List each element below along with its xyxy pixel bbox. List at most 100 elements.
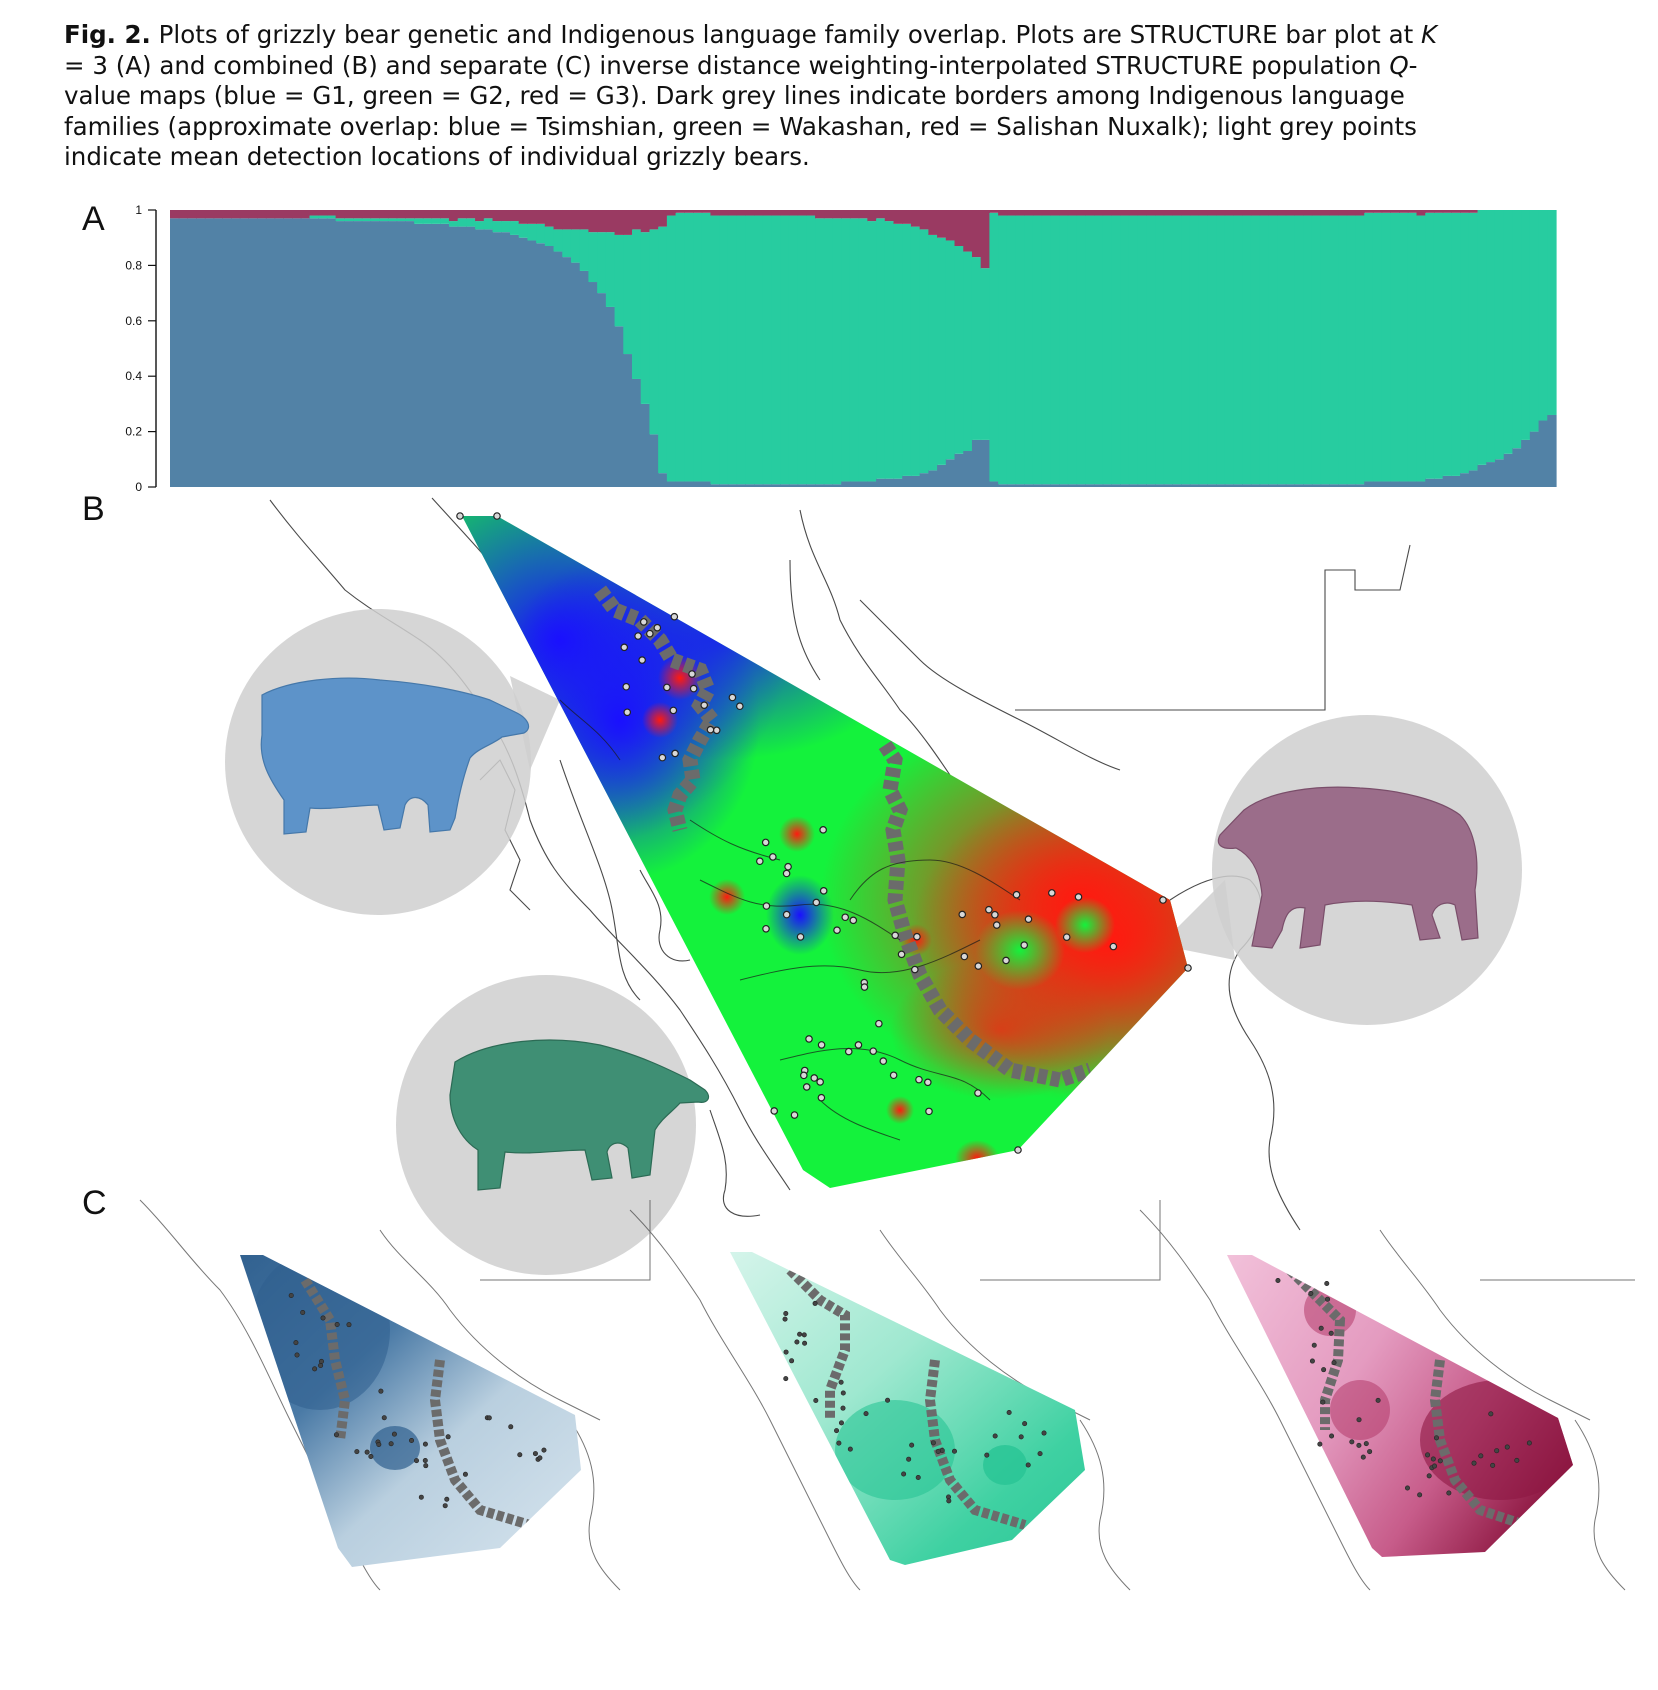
bar-segment-1 xyxy=(1198,484,1208,487)
bar-segment-2 xyxy=(1303,215,1313,485)
panel-a-label: A xyxy=(82,200,105,238)
bar-segment-1 xyxy=(475,229,485,487)
bar-segment-3 xyxy=(884,210,895,222)
bar-segment-3 xyxy=(492,210,502,222)
bar-segment-1 xyxy=(326,218,337,487)
bar-segment-3 xyxy=(1032,210,1043,216)
surface-green-pocket-2 xyxy=(1055,897,1115,953)
bar-segment-2 xyxy=(858,218,868,482)
bar-segment-3 xyxy=(1346,210,1357,216)
bar-segment-1 xyxy=(727,484,738,487)
bar-segment-1 xyxy=(745,484,755,487)
bar-segment-1 xyxy=(509,234,520,487)
bar-segment-1 xyxy=(884,478,895,487)
bar-segment-2 xyxy=(1285,215,1296,485)
bar-segment-1 xyxy=(1503,453,1514,487)
bar-segment-3 xyxy=(788,210,799,216)
bar-segment-3 xyxy=(213,210,223,219)
detection-point xyxy=(813,1397,819,1403)
bar-segment-3 xyxy=(693,210,703,213)
bar-segment-1 xyxy=(239,218,250,487)
bar-segment-1 xyxy=(265,218,276,487)
combined-map xyxy=(225,497,1522,1275)
bar-segment-1 xyxy=(431,223,441,487)
bar-segment-2 xyxy=(1355,215,1365,485)
detection-point xyxy=(669,706,678,715)
bar-segment-2 xyxy=(771,215,781,485)
detection-point xyxy=(368,1454,374,1460)
bar-segment-2 xyxy=(797,215,807,485)
bar-segment-3 xyxy=(1172,210,1182,216)
surface-red-spot-5 xyxy=(955,1140,999,1176)
detection-points xyxy=(456,512,1192,1154)
bar-segment-1 xyxy=(231,218,241,487)
bar-segment-1 xyxy=(1155,484,1165,487)
bar-segment-1 xyxy=(719,484,729,487)
map-g2-spot xyxy=(983,1445,1027,1485)
bar-segment-2 xyxy=(998,215,1008,485)
island-1 xyxy=(709,1109,761,1217)
detection-point xyxy=(1504,1444,1510,1450)
bar-segment-1 xyxy=(893,478,903,487)
bar-segment-3 xyxy=(1024,210,1034,216)
bar-segment-1 xyxy=(187,218,197,487)
bar-segment-1 xyxy=(1146,484,1156,487)
bar-segment-2 xyxy=(1442,212,1452,476)
bar-segment-3 xyxy=(710,210,720,216)
bar-segment-2 xyxy=(1451,212,1461,476)
detection-point xyxy=(688,670,696,678)
detection-point xyxy=(288,1292,294,1298)
bar-segment-2 xyxy=(1268,215,1278,485)
bar-segment-2 xyxy=(440,218,450,224)
bar-segment-1 xyxy=(213,218,223,487)
detection-point xyxy=(623,708,632,717)
detection-point xyxy=(1308,1290,1314,1296)
bar-segment-3 xyxy=(640,210,651,233)
bar-segment-1 xyxy=(1372,481,1383,487)
detection-point xyxy=(638,656,646,664)
bar-segment-3 xyxy=(1425,210,1435,213)
bar-segment-2 xyxy=(780,215,790,485)
bar-segment-2 xyxy=(989,212,999,482)
detection-point xyxy=(762,902,771,910)
detection-point xyxy=(622,682,631,691)
bar-segment-1 xyxy=(1460,473,1470,487)
bar-segment-2 xyxy=(361,218,372,222)
boundary-line xyxy=(1015,544,1411,711)
bar-segment-2 xyxy=(815,218,825,485)
bar-segment-3 xyxy=(1259,210,1269,216)
bar-segment-2 xyxy=(387,218,398,222)
bar-segment-1 xyxy=(876,478,886,487)
bar-segment-2 xyxy=(632,229,642,379)
bar-segment-1 xyxy=(1494,459,1505,487)
map-g2-border-1 xyxy=(786,1266,850,1420)
detection-point xyxy=(816,1078,824,1086)
bar-segment-3 xyxy=(222,210,232,219)
detection-point xyxy=(844,1047,853,1056)
bar-segment-1 xyxy=(1102,484,1113,487)
bar-segment-3 xyxy=(1303,210,1313,216)
bar-segment-1 xyxy=(1059,484,1069,487)
detection-point xyxy=(836,1440,842,1446)
detection-point xyxy=(834,1428,840,1434)
bar-segment-2 xyxy=(414,218,424,224)
bar-segment-2 xyxy=(1155,215,1165,485)
bar-segment-3 xyxy=(1111,210,1121,216)
bar-segment-1 xyxy=(1006,484,1017,487)
detection-point xyxy=(1321,1367,1327,1373)
detection-point xyxy=(761,838,770,847)
bar-segment-2 xyxy=(379,218,389,222)
detection-point xyxy=(782,869,791,878)
bar-segment-3 xyxy=(719,210,729,216)
bar-segment-3 xyxy=(300,210,311,219)
bar-segment-1 xyxy=(605,306,616,487)
bar-segment-1 xyxy=(632,378,642,487)
detection-point xyxy=(897,950,906,959)
detection-point xyxy=(974,1089,982,1097)
bar-segment-2 xyxy=(1094,215,1104,485)
detection-point xyxy=(812,898,821,907)
bar-segment-1 xyxy=(1024,484,1034,487)
bar-segment-1 xyxy=(1538,420,1548,487)
bar-segment-3 xyxy=(1120,210,1130,216)
bar-segment-3 xyxy=(1102,210,1113,216)
